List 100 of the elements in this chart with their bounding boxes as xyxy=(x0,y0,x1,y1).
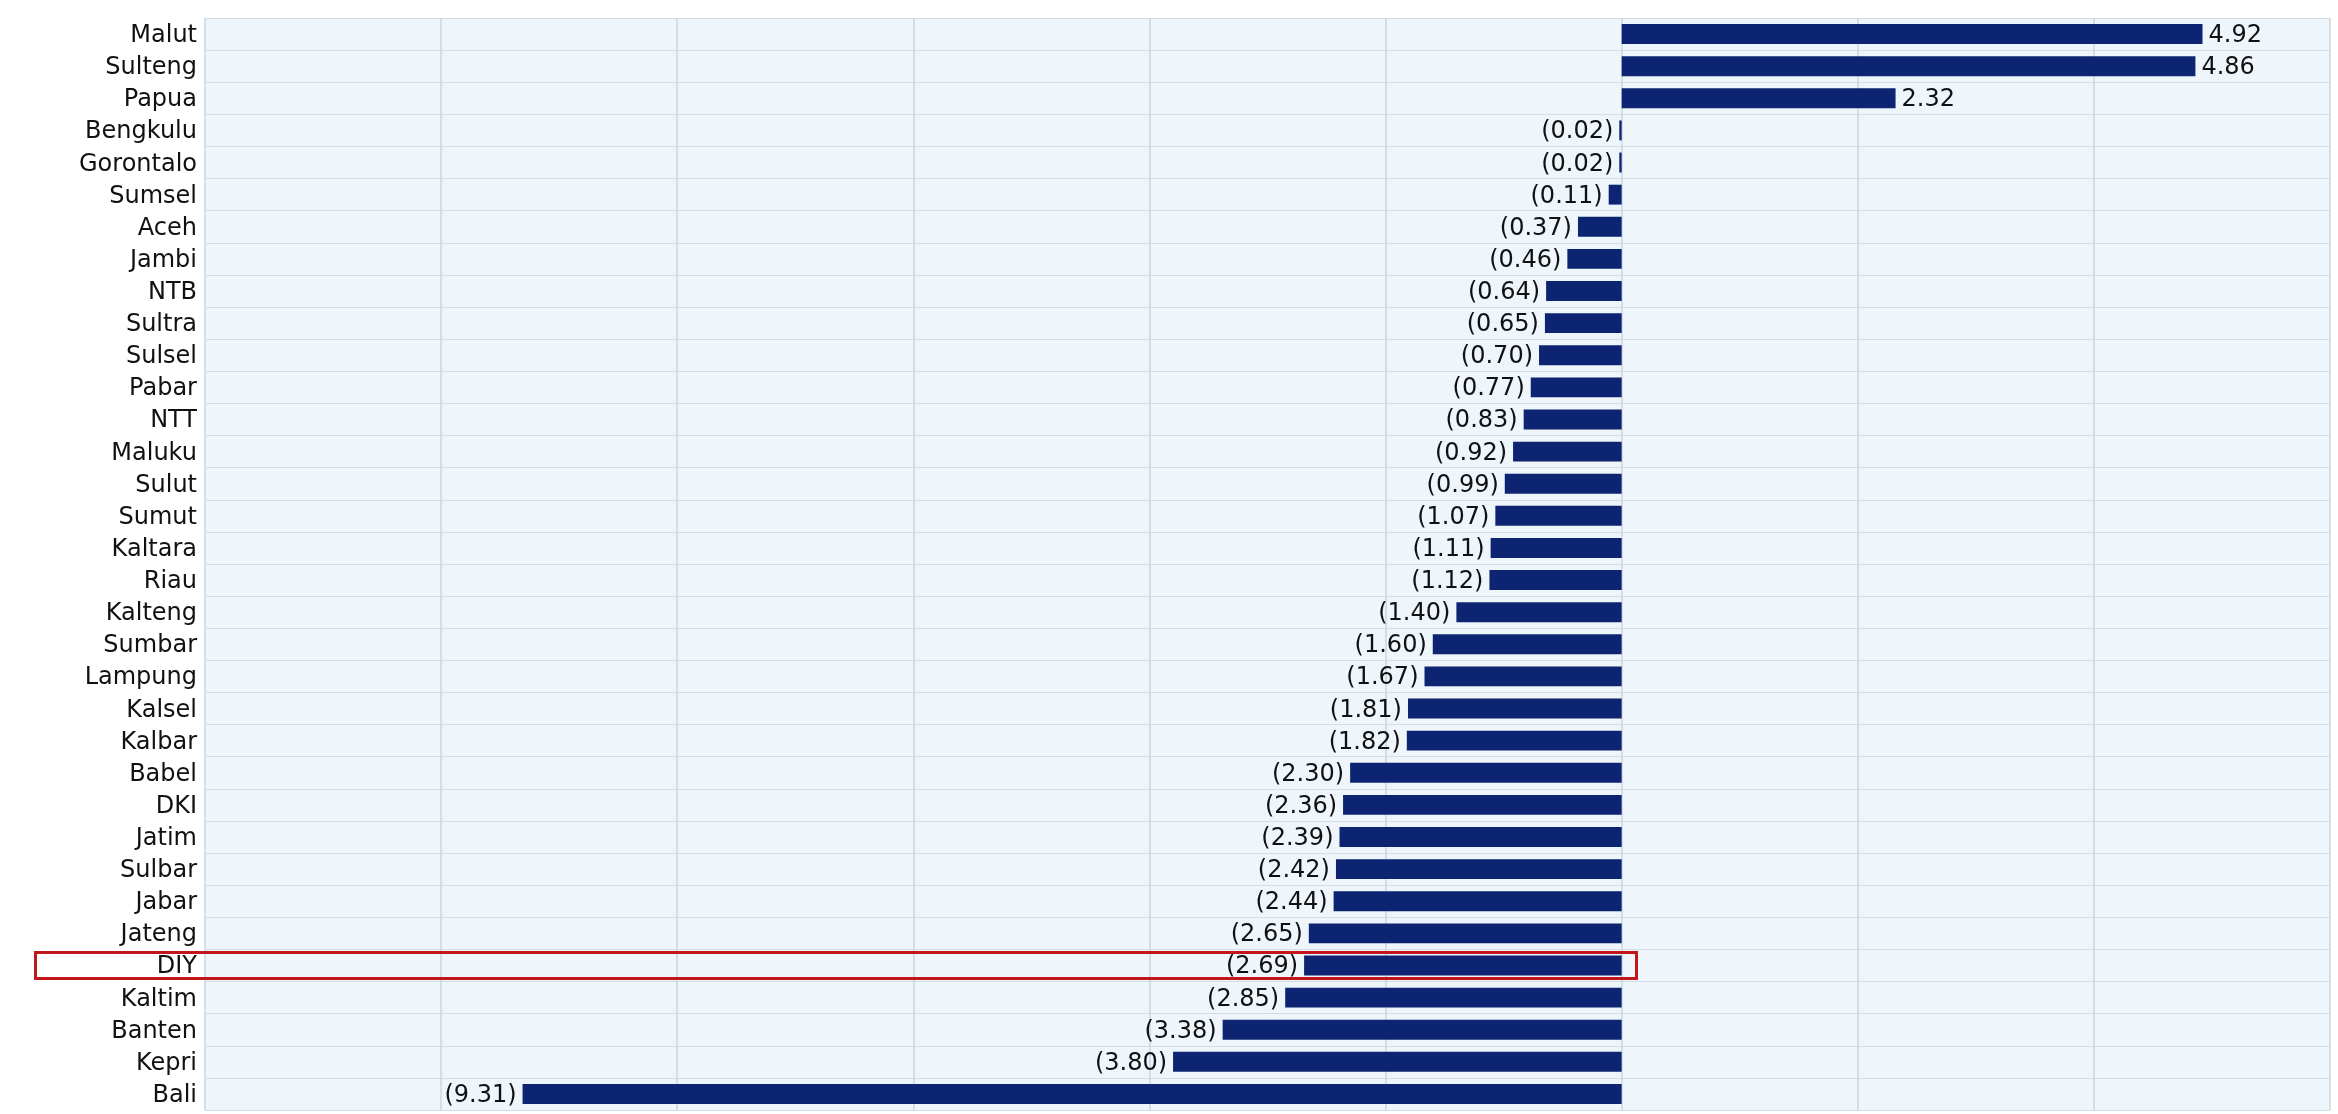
data-label: (2.39) xyxy=(1261,823,1334,851)
data-label: (2.65) xyxy=(1230,919,1303,948)
data-label: (1.60) xyxy=(1354,630,1427,659)
y-tick-label: Kaltim xyxy=(120,983,197,1012)
bar xyxy=(1304,955,1622,976)
y-tick-label: Bengkulu xyxy=(85,116,197,145)
bar xyxy=(522,1083,1622,1104)
y-tick-label: Sulut xyxy=(135,469,197,498)
bar xyxy=(1407,698,1622,719)
y-tick-label: Kalsel xyxy=(126,694,197,723)
data-label: (0.37) xyxy=(1499,212,1572,241)
data-label: (2.30) xyxy=(1271,758,1345,787)
y-tick-label: Sultra xyxy=(125,309,197,338)
bar xyxy=(1513,441,1622,462)
data-label: (1.40) xyxy=(1378,598,1451,627)
data-label: (1.07) xyxy=(1417,501,1490,530)
data-label: (2.36) xyxy=(1264,790,1338,819)
y-tick-label: Jabar xyxy=(133,887,198,916)
data-label: (1.12) xyxy=(1411,566,1484,595)
y-tick-label: Pabar xyxy=(129,373,198,402)
bar xyxy=(1489,570,1622,591)
y-tick-label: Jambi xyxy=(127,244,197,273)
data-label: (0.65) xyxy=(1466,309,1539,338)
y-tick-label: Aceh xyxy=(137,212,197,241)
data-label: (9.31) xyxy=(444,1079,517,1108)
data-label: (0.46) xyxy=(1489,244,1562,273)
bar xyxy=(1544,313,1622,334)
bar xyxy=(1343,794,1622,815)
data-label: (2.42) xyxy=(1257,855,1330,884)
y-tick-label: Malut xyxy=(130,20,197,49)
bar xyxy=(1173,1051,1622,1072)
y-tick-label: Papua xyxy=(123,84,197,113)
bar xyxy=(1424,666,1622,687)
y-tick-label: Babel xyxy=(129,758,197,787)
data-label: (0.99) xyxy=(1426,469,1499,498)
bar xyxy=(1285,987,1622,1008)
y-tick-label: NTB xyxy=(147,277,197,305)
bar xyxy=(1619,120,1622,141)
bar xyxy=(1222,1019,1622,1040)
bar xyxy=(1406,730,1622,751)
data-label: (2.69) xyxy=(1225,951,1299,980)
bar xyxy=(1333,891,1622,912)
data-label: (0.83) xyxy=(1445,405,1518,434)
data-label: (0.92) xyxy=(1434,437,1508,466)
bar xyxy=(1621,88,1896,109)
y-tick-label: Gorontalo xyxy=(79,148,197,177)
data-label: (2.85) xyxy=(1207,983,1280,1012)
y-tick-label: Riau xyxy=(143,566,197,595)
y-tick-label: Maluku xyxy=(111,437,197,466)
data-label: (0.02) xyxy=(1541,148,1614,177)
data-label: (0.64) xyxy=(1467,277,1541,305)
y-tick-label: Sulteng xyxy=(105,52,197,81)
y-tick-label: Sulbar xyxy=(120,855,198,884)
data-label: 4.92 xyxy=(2208,20,2262,49)
data-label: (1.11) xyxy=(1412,533,1485,562)
y-tick-label: Bali xyxy=(152,1079,197,1108)
bar xyxy=(1608,184,1622,205)
bar xyxy=(1339,827,1622,847)
y-tick-label: Kalbar xyxy=(120,726,198,755)
bar xyxy=(1621,24,2203,45)
bar xyxy=(1308,923,1622,944)
y-tick-label: Kalteng xyxy=(105,598,197,627)
y-tick-label: NTT xyxy=(150,405,198,434)
data-label: (1.82) xyxy=(1328,726,1401,755)
y-tick-label: Jateng xyxy=(118,919,197,948)
bar xyxy=(1567,248,1622,269)
data-label: (0.70) xyxy=(1460,341,1534,370)
bar xyxy=(1456,602,1622,623)
data-label: (1.81) xyxy=(1329,694,1402,723)
y-tick-label: Sumsel xyxy=(109,180,197,209)
data-label: (3.38) xyxy=(1144,1015,1217,1044)
bar xyxy=(1490,537,1622,558)
bar xyxy=(1523,409,1622,430)
y-tick-label: Lampung xyxy=(84,662,197,691)
bar xyxy=(1530,377,1622,398)
bar xyxy=(1504,473,1622,494)
bar xyxy=(1621,56,2196,77)
y-tick-label: Banten xyxy=(111,1015,197,1044)
data-label: 2.32 xyxy=(1901,84,1955,113)
data-label: (1.67) xyxy=(1346,662,1419,691)
bar xyxy=(1546,281,1622,301)
data-label: (0.11) xyxy=(1530,180,1603,209)
y-tick-label: Jatim xyxy=(133,823,197,851)
data-label: (0.77) xyxy=(1452,373,1525,402)
data-label: (2.44) xyxy=(1255,887,1328,916)
y-tick-label: DKI xyxy=(155,790,197,819)
bar xyxy=(1539,345,1622,366)
data-label: (3.80) xyxy=(1094,1047,1168,1076)
y-tick-label: DIY xyxy=(156,951,198,980)
bar xyxy=(1619,152,1622,173)
bar xyxy=(1577,216,1622,237)
bar xyxy=(1495,505,1622,526)
y-tick-label: Kepri xyxy=(135,1047,197,1076)
data-label: (0.02) xyxy=(1541,116,1614,145)
data-label: 4.86 xyxy=(2201,52,2255,81)
bar xyxy=(1335,859,1622,880)
y-tick-label: Sumbar xyxy=(103,630,198,659)
y-tick-label: Kaltara xyxy=(111,533,197,562)
y-tick-label: Sumut xyxy=(118,501,197,530)
bar xyxy=(1432,634,1622,655)
